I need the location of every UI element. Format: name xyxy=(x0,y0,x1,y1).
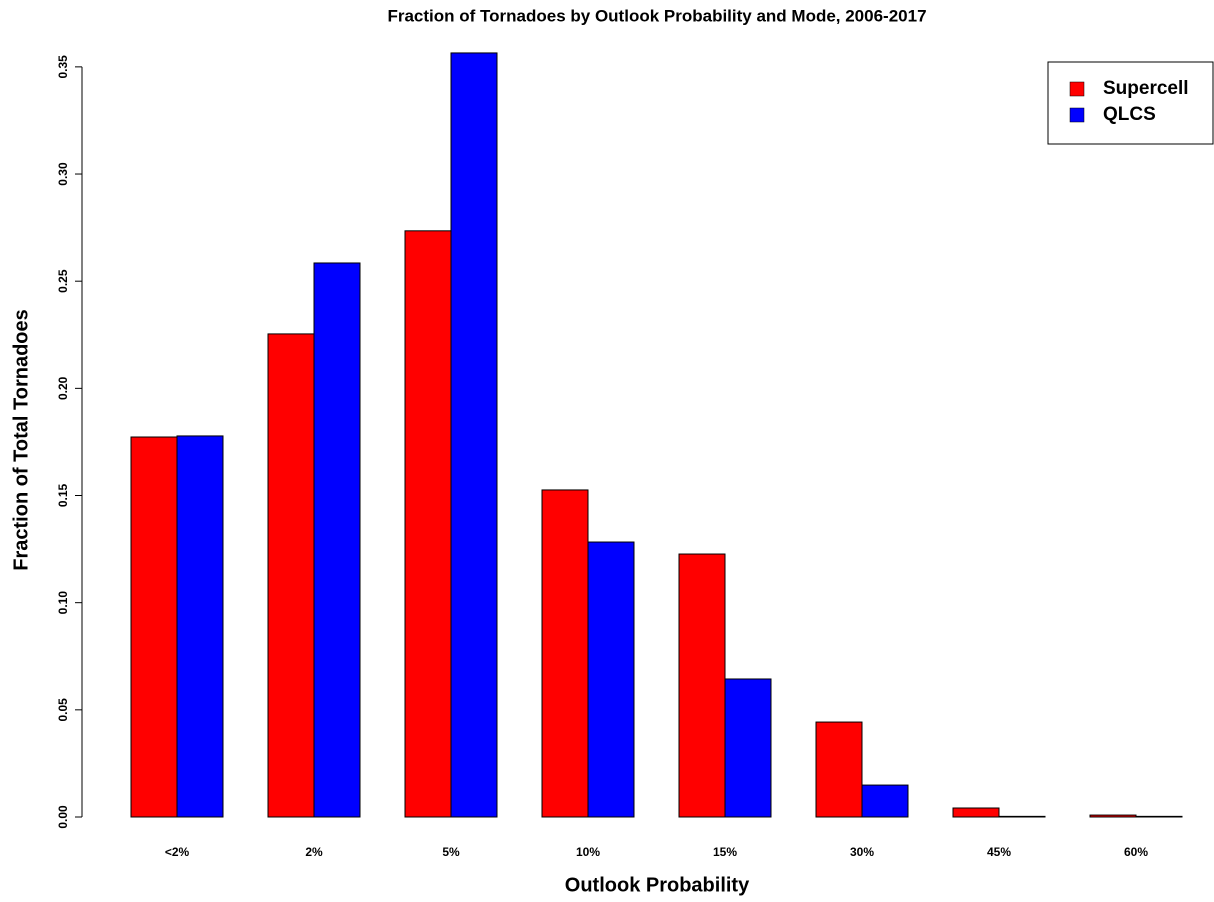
legend-box xyxy=(1047,61,1214,145)
x-tick-label: 45% xyxy=(987,845,1011,859)
y-tick-label: 0.05 xyxy=(56,698,70,722)
y-tick-label: 0.00 xyxy=(56,805,70,829)
bar xyxy=(450,52,498,818)
bar xyxy=(541,489,589,818)
bar xyxy=(678,553,726,818)
legend-swatch xyxy=(1069,107,1085,123)
x-tick-label: 60% xyxy=(1124,845,1148,859)
x-tick-label: <2% xyxy=(165,845,190,859)
bar xyxy=(1135,815,1183,818)
y-tick-label: 0.35 xyxy=(56,55,70,79)
y-tick-label: 0.25 xyxy=(56,269,70,293)
x-tick-label: 10% xyxy=(576,845,600,859)
bar xyxy=(404,230,452,818)
bar xyxy=(1089,814,1137,818)
bar xyxy=(815,721,863,818)
x-tick-label: 15% xyxy=(713,845,737,859)
bar xyxy=(267,333,315,818)
legend-swatch xyxy=(1069,81,1085,97)
y-axis-label: Fraction of Total Tornadoes xyxy=(10,309,32,570)
bar xyxy=(176,435,224,818)
bar xyxy=(998,815,1046,818)
x-tick-label: 30% xyxy=(850,845,874,859)
x-tick-label: 2% xyxy=(305,845,323,859)
chart-title: Fraction of Tornadoes by Outlook Probabi… xyxy=(387,6,926,25)
bar xyxy=(724,678,772,818)
y-tick-label: 0.15 xyxy=(56,484,70,508)
y-tick-label: 0.20 xyxy=(56,376,70,400)
bar xyxy=(130,436,178,818)
bar xyxy=(313,262,361,818)
bar xyxy=(861,784,909,818)
legend-label: Supercell xyxy=(1103,78,1189,99)
bar xyxy=(587,541,635,818)
y-tick-label: 0.30 xyxy=(56,162,70,186)
y-tick-label: 0.10 xyxy=(56,591,70,615)
bar xyxy=(952,807,1000,818)
x-tick-label: 5% xyxy=(442,845,460,859)
x-axis-label: Outlook Probability xyxy=(565,874,750,896)
legend-label: QLCS xyxy=(1103,104,1156,125)
